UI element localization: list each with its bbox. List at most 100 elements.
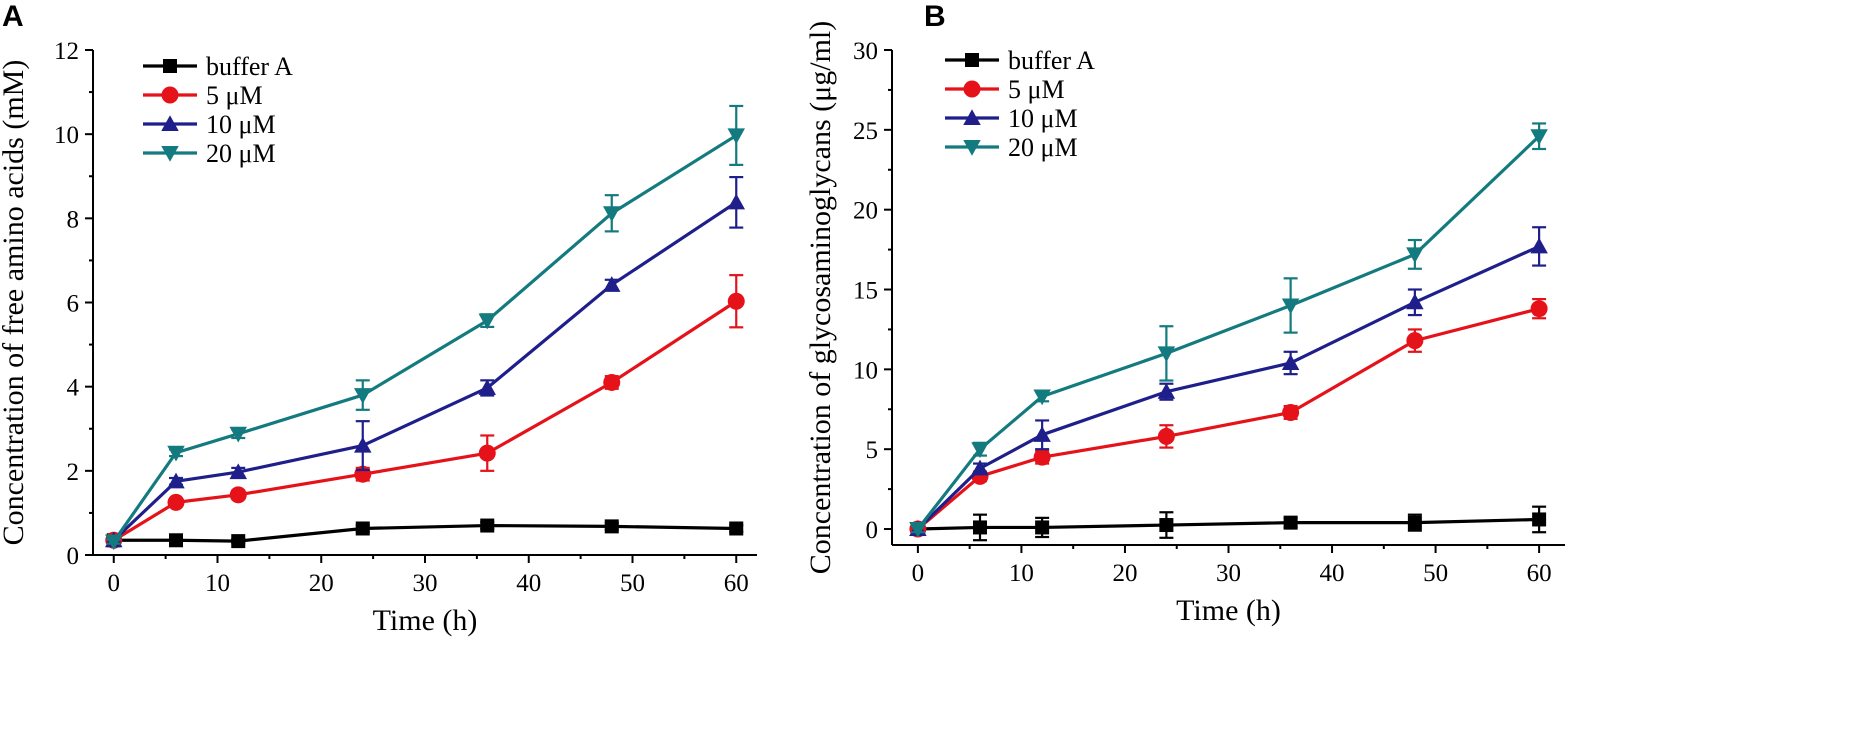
data-point bbox=[1532, 512, 1547, 527]
data-point bbox=[1530, 129, 1548, 145]
legend-marker bbox=[163, 59, 177, 73]
x-tick-label: 20 bbox=[309, 570, 334, 597]
data-point bbox=[971, 459, 989, 476]
legend-label: 10 μM bbox=[1008, 104, 1078, 133]
data-point bbox=[603, 373, 621, 391]
data-point bbox=[1157, 427, 1175, 445]
series-line bbox=[917, 517, 1540, 531]
panel-label-a: A bbox=[2, 0, 24, 33]
y-tick-label: 0 bbox=[67, 543, 80, 570]
legend-marker bbox=[161, 146, 179, 162]
panel-label-b: B bbox=[924, 0, 946, 33]
data-point bbox=[1157, 382, 1176, 399]
y-tick-label: 12 bbox=[54, 38, 79, 65]
y-tick-label: 30 bbox=[853, 38, 878, 65]
data-point bbox=[478, 313, 496, 330]
data-point bbox=[478, 379, 496, 395]
series-10-m bbox=[105, 175, 745, 548]
legend-label: 20 μM bbox=[206, 139, 276, 168]
x-tick-label: 30 bbox=[1216, 560, 1241, 587]
series-line bbox=[112, 134, 738, 543]
y-axis-title: Concentration of glycosaminoglycans (μg/… bbox=[804, 21, 837, 574]
data-point bbox=[1282, 403, 1300, 421]
x-axis-title: Time (h) bbox=[1176, 594, 1281, 627]
legend-marker bbox=[963, 80, 981, 98]
y-tick-label: 8 bbox=[67, 206, 80, 233]
chart-panel-b: 0 5 10 15 20 25 30 0 10 20 30 40 50 60 Time (h) Concent… bbox=[804, 21, 1565, 627]
data-point bbox=[973, 520, 988, 535]
x-tick-label: 60 bbox=[1527, 560, 1552, 587]
series-5-m bbox=[909, 297, 1548, 538]
x-tick-label: 30 bbox=[413, 570, 438, 597]
y-tick-label: 25 bbox=[853, 118, 878, 145]
x-tick-label: 40 bbox=[516, 570, 541, 597]
legend-marker bbox=[963, 140, 981, 156]
series-10-m bbox=[909, 226, 1548, 537]
data-point bbox=[231, 534, 246, 549]
x-tick-label: 50 bbox=[620, 570, 645, 597]
x-tick-label: 10 bbox=[1009, 560, 1034, 587]
data-point bbox=[727, 193, 745, 210]
series-line bbox=[916, 307, 1540, 531]
x-tick-label: 0 bbox=[108, 570, 121, 597]
y-tick-label: 10 bbox=[54, 122, 79, 149]
data-point bbox=[229, 426, 247, 443]
data-point bbox=[167, 445, 185, 462]
series-buffer-a bbox=[106, 518, 744, 549]
data-point bbox=[727, 292, 745, 310]
data-point bbox=[229, 486, 247, 504]
y-tick-label: 10 bbox=[853, 357, 878, 384]
data-point bbox=[1406, 293, 1424, 310]
data-point bbox=[1033, 448, 1051, 466]
legend-marker bbox=[963, 109, 981, 125]
data-point bbox=[729, 521, 744, 536]
data-point bbox=[1035, 520, 1050, 535]
data-point bbox=[971, 442, 989, 458]
data-point bbox=[355, 521, 370, 536]
legend-label: buffer A bbox=[1008, 46, 1095, 75]
series-line bbox=[112, 201, 738, 542]
y-tick-label: 6 bbox=[67, 291, 80, 318]
data-point bbox=[909, 522, 927, 538]
data-point bbox=[1159, 518, 1174, 533]
data-point bbox=[1407, 515, 1422, 530]
legend-label: buffer A bbox=[206, 52, 293, 81]
y-tick-label: 2 bbox=[67, 459, 80, 486]
data-point bbox=[167, 472, 185, 489]
series-20-m bbox=[105, 104, 745, 551]
data-point bbox=[354, 436, 372, 453]
legend-label: 5 μM bbox=[206, 81, 263, 110]
data-point bbox=[1157, 346, 1176, 363]
y-tick-label: 20 bbox=[853, 198, 878, 225]
data-point bbox=[354, 388, 372, 404]
series-20-m bbox=[909, 122, 1548, 538]
series-line bbox=[113, 523, 737, 543]
data-point bbox=[480, 518, 495, 533]
data-point bbox=[727, 128, 745, 145]
data-point bbox=[1530, 237, 1548, 254]
chart-panel-a: 0 2 4 6 8 10 12 0 10 20 30 40 50 60 Time (h) Concentrat… bbox=[0, 38, 757, 637]
y-tick-label: 5 bbox=[866, 437, 879, 464]
y-axis-title: Concentration of free amino acids (mM) bbox=[0, 60, 30, 546]
series-line bbox=[916, 244, 1540, 531]
y-tick-label: 0 bbox=[866, 517, 879, 544]
y-tick-label: 4 bbox=[67, 375, 80, 402]
x-tick-label: 10 bbox=[205, 570, 230, 597]
data-point bbox=[169, 533, 183, 548]
data-point bbox=[1530, 300, 1548, 318]
data-point bbox=[1033, 426, 1051, 442]
data-point bbox=[478, 444, 496, 462]
legend-marker bbox=[965, 53, 979, 67]
x-tick-label: 40 bbox=[1320, 560, 1345, 587]
data-point bbox=[229, 463, 247, 480]
legend-label: 10 μM bbox=[206, 110, 276, 139]
x-tick-label: 0 bbox=[912, 560, 925, 587]
data-point bbox=[1406, 332, 1424, 350]
series-5-m bbox=[105, 274, 745, 549]
data-point bbox=[1283, 515, 1298, 530]
x-tick-label: 50 bbox=[1423, 560, 1448, 587]
x-tick-label: 60 bbox=[724, 570, 749, 597]
data-point bbox=[1281, 354, 1300, 370]
